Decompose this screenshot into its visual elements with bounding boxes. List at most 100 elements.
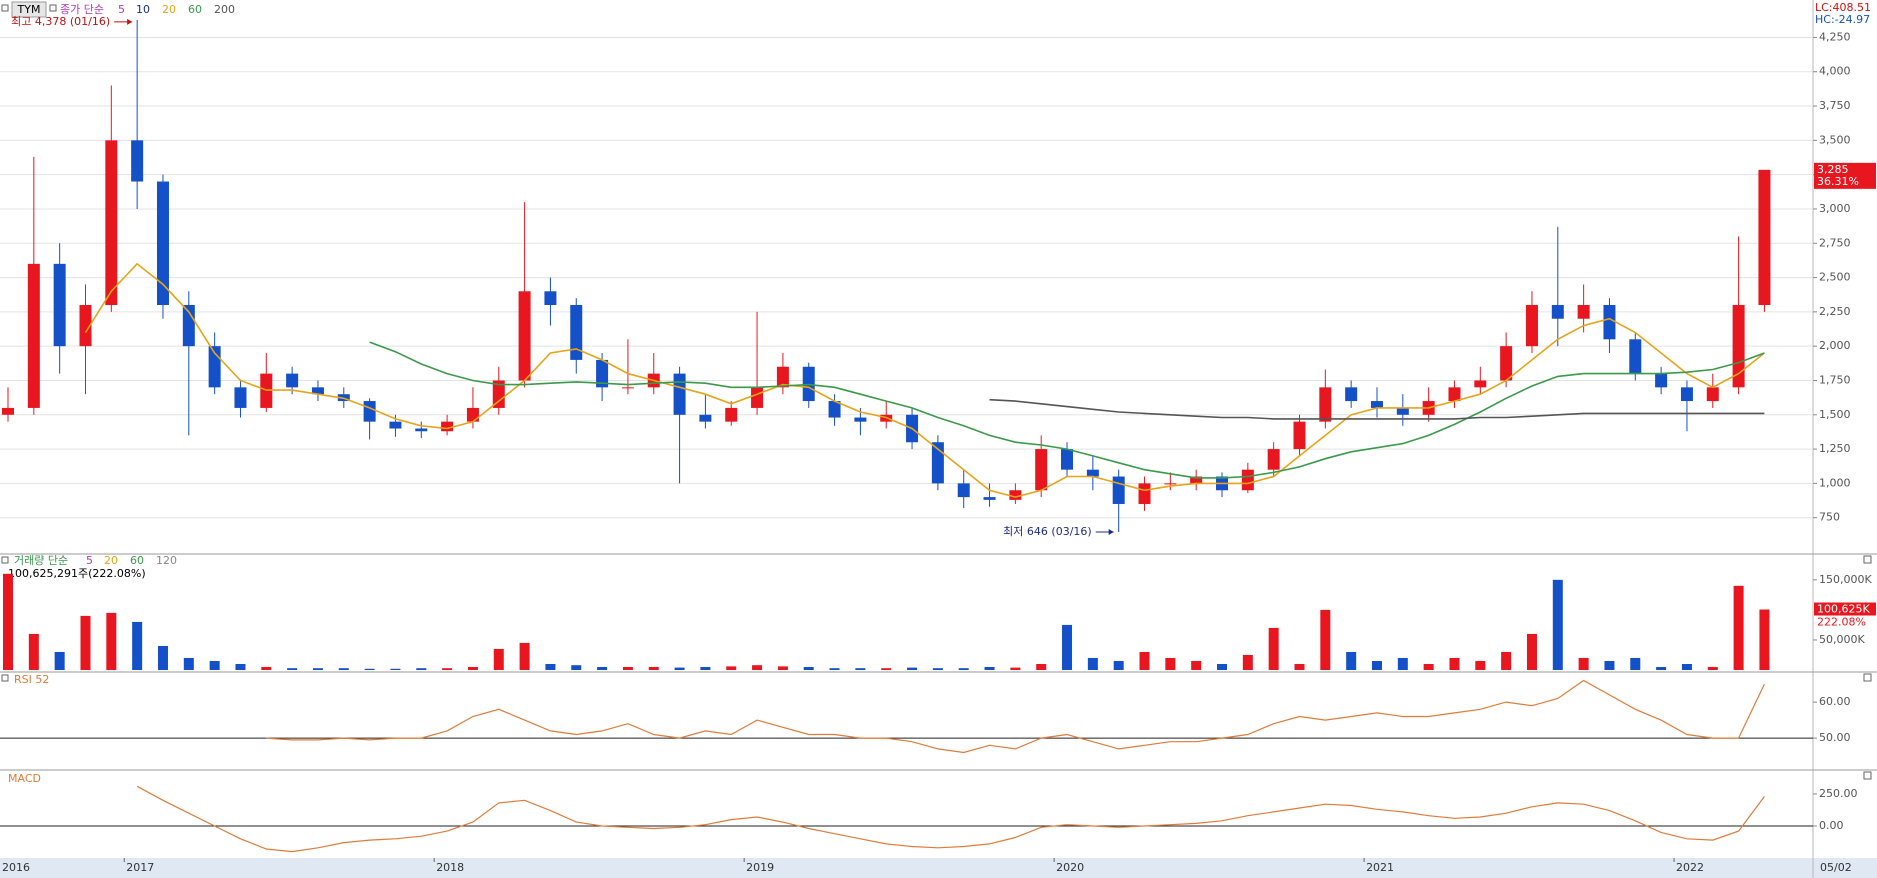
candle-body — [621, 387, 634, 389]
candle-body — [311, 387, 324, 395]
y-tick-label: 50,000K — [1819, 633, 1865, 646]
candle-body — [1525, 305, 1538, 347]
legend-entry: 60 — [188, 3, 202, 16]
volume-bar — [467, 666, 478, 670]
panel-button[interactable] — [1863, 771, 1872, 780]
volume-bar — [54, 651, 65, 670]
candle-body — [1086, 469, 1099, 477]
candle-body — [286, 373, 299, 388]
candle-body — [2, 407, 14, 415]
info-lc: LC:408.51 — [1815, 1, 1871, 14]
symbol-box[interactable] — [11, 1, 47, 18]
volume-bar — [881, 668, 892, 670]
last-change: 36.31% — [1817, 175, 1859, 188]
y-tick-label: 1,250 — [1819, 442, 1851, 455]
candle-body — [1267, 449, 1280, 470]
legend-entry: 20 — [104, 554, 118, 567]
legend-entry: 20 — [162, 3, 176, 16]
candle-body — [828, 401, 841, 418]
candle-body — [466, 407, 479, 422]
volume-bar — [829, 668, 840, 670]
y-tick-label: 60.00 — [1819, 695, 1851, 708]
candle-body — [1190, 476, 1203, 484]
volume-bar — [519, 642, 530, 670]
volume-bar — [1139, 651, 1150, 670]
volume-bar — [80, 615, 91, 670]
volume-bar — [312, 668, 323, 670]
candle-body — [492, 380, 505, 408]
last-volume: 100,625K — [1817, 603, 1870, 616]
indicator-line — [136, 785, 1765, 853]
macd-title: MACD — [8, 772, 41, 785]
candle-body — [1655, 373, 1668, 388]
candle-body — [156, 181, 169, 306]
rsi-title: RSI 52 — [14, 673, 49, 686]
volume-bar — [493, 648, 504, 670]
volume-bar — [545, 663, 556, 670]
candle-body — [389, 421, 402, 429]
volume-bar — [1087, 657, 1098, 670]
candle-body — [1009, 490, 1022, 500]
candle-body — [596, 359, 609, 388]
volume-bar — [958, 668, 969, 670]
volume-bar — [803, 666, 814, 670]
panel-button[interactable] — [49, 4, 57, 12]
volume-bar — [932, 668, 943, 670]
panel-button[interactable] — [1, 556, 9, 564]
volume-bar — [1217, 663, 1228, 670]
x-start-label: 2016 — [2, 861, 30, 874]
candle-body — [1551, 305, 1564, 319]
x-tick-label: 2021 — [1366, 861, 1394, 874]
candle-body — [1448, 387, 1461, 402]
volume-subtitle: 100,625,291주(222.08%) — [8, 567, 146, 580]
volume-bar — [984, 666, 995, 670]
panel-button[interactable] — [1863, 555, 1872, 564]
volume-bar — [1578, 657, 1589, 670]
candle-body — [441, 421, 454, 432]
volume-bar — [1630, 657, 1641, 670]
y-tick-label: 1,500 — [1819, 408, 1851, 421]
volume-bar — [1449, 657, 1460, 670]
x-tick-label: 2020 — [1056, 861, 1084, 874]
panel-button[interactable] — [1, 4, 9, 12]
y-tick-label: 3,000 — [1819, 202, 1851, 215]
candle-body — [1319, 387, 1332, 422]
y-tick-label: 0.00 — [1819, 819, 1844, 832]
legend-entry: 5 — [118, 3, 125, 16]
volume-bar — [674, 667, 685, 670]
volume-bar — [1165, 657, 1176, 670]
panel-button[interactable] — [1863, 673, 1872, 682]
y-tick-label: 1,750 — [1819, 373, 1851, 386]
volume-bar — [1346, 651, 1357, 670]
candle-body — [751, 387, 764, 408]
volume-bar — [28, 633, 39, 670]
panel-button[interactable] — [1, 674, 9, 682]
candle-body — [699, 414, 712, 422]
last-volume-tag — [1814, 602, 1876, 616]
candle-body — [1680, 387, 1693, 402]
last-volume-change: 222.08% — [1817, 616, 1866, 629]
candle-body — [544, 291, 557, 306]
last-price-tag — [1814, 162, 1876, 189]
legend-entry: 200 — [214, 3, 235, 16]
volume-bar — [1268, 627, 1279, 670]
candle-body — [1138, 483, 1151, 504]
candle-body — [79, 305, 92, 347]
volume-bar — [1526, 633, 1537, 670]
volume-bar — [106, 612, 117, 670]
volume-bar — [1656, 666, 1667, 670]
moving-average — [369, 341, 1765, 479]
legend-entry: 5 — [86, 554, 93, 567]
annotation-arrowhead — [1108, 528, 1114, 535]
volume-bar — [752, 665, 763, 670]
symbol: TYM — [17, 3, 41, 16]
candle-body — [776, 366, 789, 388]
y-tick-label: 2,500 — [1819, 271, 1851, 284]
candle-body — [931, 442, 944, 484]
candle-body — [1474, 380, 1487, 388]
candle-body — [1345, 387, 1358, 402]
candle-body — [1603, 305, 1616, 340]
volume-bar — [1010, 667, 1021, 670]
